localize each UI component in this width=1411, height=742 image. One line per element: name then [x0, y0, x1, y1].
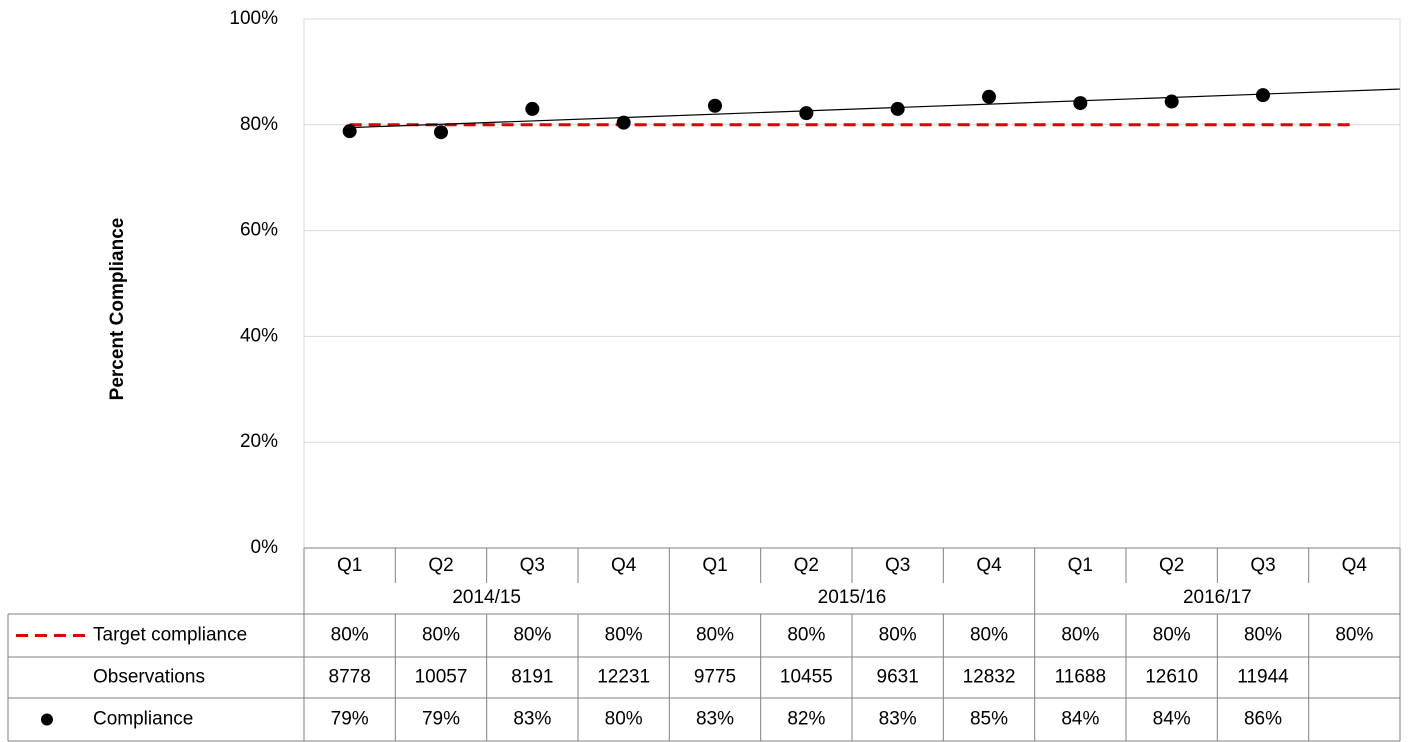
category-label: Q3: [1250, 555, 1275, 576]
data-point: [1256, 88, 1270, 103]
table-value: 8778: [329, 667, 371, 688]
data-point: [434, 125, 448, 140]
table-value: 80%: [1061, 625, 1099, 646]
table-value: 86%: [1244, 709, 1282, 730]
table-value: 79%: [422, 709, 460, 730]
category-label: Q4: [1342, 555, 1368, 576]
data-point: [982, 89, 996, 104]
category-label: Q1: [702, 555, 727, 576]
table-value: 80%: [513, 625, 551, 646]
category-label: Q2: [1159, 555, 1184, 576]
data-point: [342, 124, 357, 139]
data-point: [799, 106, 814, 121]
table-value: 80%: [696, 625, 734, 646]
y-tick-label: 40%: [240, 325, 278, 346]
data-point: [708, 98, 722, 113]
table-value: 11944: [1237, 667, 1289, 688]
y-tick-label: 20%: [240, 431, 278, 452]
table-value: 79%: [331, 709, 369, 730]
plot-border: [303, 18, 1401, 549]
category-label: Q2: [794, 555, 819, 576]
category-label: Q4: [611, 555, 637, 576]
category-label: Q1: [1068, 555, 1093, 576]
data-point: [525, 101, 540, 116]
table-value: 84%: [1061, 709, 1099, 730]
table-value: 80%: [605, 625, 643, 646]
legend-label: Compliance: [93, 709, 193, 730]
table-value: 12610: [1145, 667, 1198, 688]
data-point: [890, 101, 905, 116]
table-value: 9631: [877, 667, 919, 688]
category-label: Q3: [520, 555, 545, 576]
table-value: 83%: [513, 709, 551, 730]
table-value: 80%: [331, 625, 369, 646]
table-value: 82%: [787, 709, 825, 730]
group-label: 2016/17: [1183, 587, 1252, 608]
table-value: 10455: [780, 667, 833, 688]
legend-key: [41, 713, 53, 726]
y-tick-label: 100%: [229, 8, 278, 29]
y-tick-label: 60%: [240, 220, 278, 241]
table-value: 8191: [511, 667, 553, 688]
legend-label: Observations: [93, 667, 205, 688]
table-value: 80%: [1335, 625, 1373, 646]
group-label: 2015/16: [818, 587, 887, 608]
y-tick-label: 0%: [251, 537, 279, 558]
table-value: 80%: [1244, 625, 1282, 646]
y-tick-label: 80%: [240, 114, 278, 135]
category-label: Q2: [428, 555, 453, 576]
data-point: [616, 115, 631, 130]
table-value: 80%: [879, 625, 917, 646]
table-value: 83%: [696, 709, 734, 730]
data-point: [1164, 94, 1179, 109]
table-value: 80%: [605, 709, 643, 730]
category-label: Q3: [885, 555, 910, 576]
legend-label: Target compliance: [93, 625, 247, 646]
table-value: 12832: [963, 667, 1016, 688]
group-label: 2014/15: [452, 587, 521, 608]
category-label: Q1: [337, 555, 362, 576]
table-value: 80%: [787, 625, 825, 646]
table-value: 10057: [415, 667, 468, 688]
table-value: 85%: [970, 709, 1008, 730]
table-value: 11688: [1055, 667, 1106, 688]
table-value: 12231: [597, 667, 650, 688]
table-value: 80%: [970, 625, 1008, 646]
table-value: 80%: [1153, 625, 1191, 646]
category-label: Q4: [976, 555, 1002, 576]
table-value: 83%: [879, 709, 917, 730]
table-value: 9775: [694, 667, 736, 688]
table-value: 80%: [422, 625, 460, 646]
data-point: [1073, 96, 1088, 111]
trendline: [349, 88, 1401, 129]
y-axis-label: Percent Compliance: [107, 218, 128, 401]
table-value: 84%: [1153, 709, 1191, 730]
